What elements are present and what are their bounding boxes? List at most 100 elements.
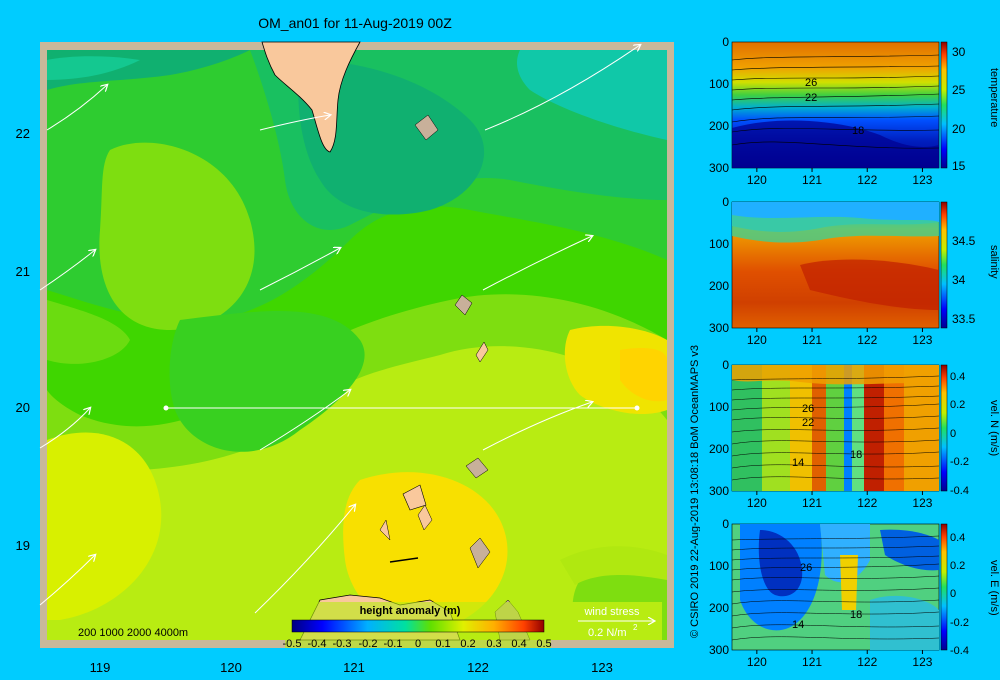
temperature-colorbar [940,41,948,169]
depth-tick-label: 100 [709,77,729,91]
cb-tick: 0 [950,428,956,440]
depth-tick-label: 200 [709,601,729,615]
depth-tick-label: 100 [709,400,729,414]
contour-label: 14 [792,619,804,631]
cb-tick: 0 [950,588,956,600]
colorbar-tick: 0.3 [486,638,501,650]
x-tick-label: 122 [857,173,877,187]
x-tick-label: 123 [912,655,932,669]
contour-label: 14 [792,457,804,469]
salinity-panel: 34.5 34 33.5 salinity [731,201,1000,329]
x-tick-label: 122 [857,333,877,347]
x-tick-label: 120 [747,173,767,187]
cb-tick: 20 [952,122,966,136]
contour-label: 18 [852,125,864,137]
depth-tick-label: 200 [709,279,729,293]
y-tick-label: 20 [16,400,30,415]
velocity-east-label: vel. E (m/s) [988,560,1000,616]
salinity-colorbar-ticks: 34.5 34 33.5 [952,234,976,326]
map-title: OM_an01 for 11-Aug-2019 00Z [258,15,452,31]
cb-tick: 33.5 [952,312,976,326]
y-tick-label: 22 [16,126,30,141]
transect-line [163,405,640,411]
contour-label: 26 [805,77,817,89]
wind-vectors [39,45,640,614]
contour-label: 18 [850,449,862,461]
colorbar-tick: -0.4 [308,638,327,650]
depth-tick-label: 0 [722,517,729,531]
cb-tick: 25 [952,83,966,97]
depth-tick-label: 100 [709,237,729,251]
x-tick-label: 121 [802,496,822,510]
colorbar-tick: -0.3 [333,638,352,650]
colorbar-tick: -0.1 [384,638,403,650]
cb-tick: -0.2 [950,456,969,468]
x-tick-label: 123 [591,660,613,675]
cb-tick: -0.2 [950,617,969,629]
velocity-east-panel: 26 18 14 0.4 0.2 0 -0.2 -0.4 vel. E (m/s… [731,523,1000,657]
depth-tick-label: 0 [722,358,729,372]
section-panels: 26 22 18 30 25 20 15 temperature 34.5 34… [709,35,1000,669]
depth-tick-label: 0 [722,195,729,209]
x-tick-label: 122 [857,496,877,510]
temperature-panel: 26 22 18 30 25 20 15 temperature [731,41,1000,173]
depth-tick-label: 200 [709,119,729,133]
velocity-east-colorbar-ticks: 0.4 0.2 0 -0.2 -0.4 [950,532,969,657]
y-tick-label: 21 [16,264,30,279]
cb-tick: 0.2 [950,560,965,572]
wind-stress-legend: wind stress 0.2 N/m 2 [572,602,662,640]
x-tick-label: 123 [912,333,932,347]
x-tick-label: 123 [912,173,932,187]
x-tick-label: 121 [343,660,365,675]
panel-axes: 120 121 122 123 0 100 200 300 120 121 122 123 0 100 20… [709,35,933,669]
x-tick-label: 123 [912,496,932,510]
temperature-colorbar-ticks: 30 25 20 15 [952,45,966,173]
cb-tick: -0.4 [950,645,969,657]
depth-scale-label: 200 1000 2000 4000m [78,627,188,639]
cb-tick: 34 [952,273,966,287]
colorbar-tick: 0.4 [511,638,526,650]
velocity-north-colorbar [940,364,948,492]
wind-stress-unit-exponent: 2 [633,623,638,632]
x-tick-label: 120 [220,660,242,675]
temperature-label: temperature [988,68,1000,127]
depth-tick-label: 100 [709,559,729,573]
wind-stress-label: wind stress [583,606,640,618]
colorbar-tick: -0.2 [359,638,378,650]
contour-label: 26 [802,403,814,415]
x-tick-label: 120 [747,496,767,510]
temperature-contours [731,54,940,149]
cb-tick: -0.4 [950,485,969,497]
velocity-east-contours [731,535,940,641]
cb-tick: 0.2 [950,399,965,411]
velocity-north-panel: 26 22 18 14 0.4 0.2 0 -0.2 -0.4 vel. N (… [731,364,1000,497]
contour-label: 22 [805,92,817,104]
colorbar-tick: 0.2 [460,638,475,650]
x-tick-label: 121 [802,173,822,187]
x-tick-label: 122 [467,660,489,675]
cb-tick: 30 [952,45,966,59]
contour-label: 18 [850,609,862,621]
velocity-north-contours [731,375,940,481]
y-tick-label: 19 [16,538,30,553]
map-x-axis: 119 120 121 122 123 [90,660,613,675]
depth-tick-label: 300 [709,643,729,657]
colorbar-tick: 0.1 [435,638,450,650]
x-tick-label: 119 [90,660,111,675]
depth-tick-label: 300 [709,484,729,498]
x-tick-label: 120 [747,333,767,347]
velocity-north-label: vel. N (m/s) [988,400,1000,456]
velocity-north-colorbar-ticks: 0.4 0.2 0 -0.2 -0.4 [950,371,969,497]
contour-label: 26 [800,562,812,574]
main-map-figure: OM_an01 for 11-Aug-2019 00Z [16,15,700,675]
x-tick-label: 120 [747,655,767,669]
depth-tick-label: 300 [709,321,729,335]
x-tick-label: 121 [802,655,822,669]
depth-tick-label: 300 [709,161,729,175]
cb-tick: 0.4 [950,371,965,383]
colorbar-title: height anomaly (m) [360,605,461,617]
x-tick-label: 121 [802,333,822,347]
depth-tick-label: 0 [722,35,729,49]
height-anomaly-colorbar: height anomaly (m) -0.5 -0.4 -0.3 -0.2 -… [283,602,552,650]
velocity-east-colorbar [940,523,948,651]
